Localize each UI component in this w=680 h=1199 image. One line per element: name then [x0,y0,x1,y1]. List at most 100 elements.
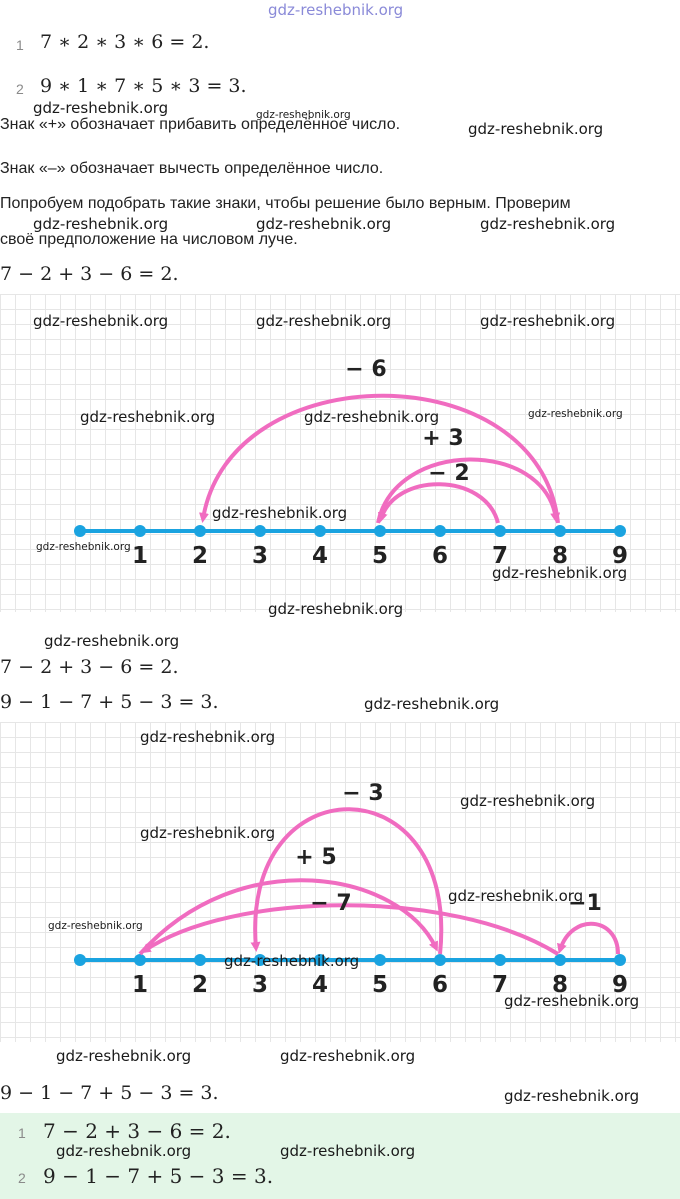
tick-label-2: 2 [192,972,208,998]
problem-1-expression: 7 ∗ 2 ∗ 3 ∗ 6 = 2. [40,31,210,53]
ray-dot-5 [374,954,386,966]
problem-2-number: 2 [16,81,24,97]
arc-label-minus-7: − 7 [310,891,351,916]
ray-dot-3 [254,525,266,537]
watermark: gdz-reshebnik.org [256,215,392,233]
hypothesis-text-line1: Попробуем подобрать такие знаки, чтобы р… [0,195,571,212]
arc-minus-7 [140,903,560,956]
watermark: gdz-reshebnik.org [33,99,169,117]
tick-label-3: 3 [252,543,268,569]
ray-dot-2 [194,525,206,537]
arc-plus-3 [376,457,561,524]
problem-2-expression: 9 ∗ 1 ∗ 7 ∗ 5 ∗ 3 = 3. [40,75,247,97]
arc-label-minus-6: − 6 [345,357,386,382]
watermark: gdz-reshebnik.org [280,1047,416,1065]
tick-label-7: 7 [492,543,508,569]
ray-dot-7 [494,954,506,966]
tick-label-4: 4 [312,543,328,569]
tick-label-6: 6 [432,972,448,998]
arc-label-minus-1: −1 [568,891,602,916]
arc-label-minus-2: − 2 [428,461,469,486]
equation-2-repeat: 9 − 1 − 7 + 5 − 3 = 3. [0,1082,219,1104]
ray-dot-8 [554,954,566,966]
ray-dot-8 [554,525,566,537]
watermark: gdz-reshebnik.org [528,408,623,420]
ray-dot-3 [254,954,266,966]
watermark: gdz-reshebnik.org [504,992,640,1010]
number-ray-2: − 3 + 5 − 7 −1 1 2 3 4 5 6 7 8 9 [74,781,628,998]
arc-plus-5 [138,878,438,956]
watermark: gdz-reshebnik.org [56,1047,192,1065]
ray-dot-6 [434,954,446,966]
watermark: gdz-reshebnik.org [212,504,348,522]
watermark: gdz-reshebnik.org [448,887,584,905]
hypothesis-text-line2: своё предположение на числовом луче. [0,231,298,248]
ray-dot-7 [494,525,506,537]
watermark: gdz-reshebnik.org [224,952,360,970]
tick-label-7: 7 [492,972,508,998]
watermark: gdz-reshebnik.org [304,408,440,426]
tick-label-9: 9 [612,972,628,998]
ray-dot-6 [434,525,446,537]
watermark: gdz-reshebnik.org [36,541,131,553]
ray-dot-4 [314,525,326,537]
ray-dot-1 [134,525,146,537]
number-ray-1-grid: − 6 + 3 − 2 1 2 3 4 5 6 7 8 9 [0,294,680,612]
number-ray-1: − 6 + 3 − 2 1 2 3 4 5 6 7 8 9 [74,357,628,569]
arc-minus-1 [557,921,620,955]
tick-label-9: 9 [612,543,628,569]
number-ray-2-grid: − 3 + 5 − 7 −1 1 2 3 4 5 6 7 8 9 [0,722,680,1042]
answer-2-number: 2 [18,1170,26,1186]
watermark: gdz-reshebnik.org [460,792,596,810]
arc-label-plus-3: + 3 [422,426,463,451]
top-watermark: gdz-reshebnik.org [268,1,404,19]
watermark: gdz-reshebnik.org [504,1087,640,1105]
minus-sign-explanation: Знак «–» обозначает вычесть определённое… [0,160,384,177]
watermark: gdz-reshebnik.org [256,109,351,121]
watermark: gdz-reshebnik.org [468,120,604,138]
problem-1-number: 1 [16,37,24,53]
watermark: gdz-reshebnik.org [44,632,180,650]
arc-label-minus-3: − 3 [342,781,383,806]
answer-1-number: 1 [18,1125,26,1141]
tick-label-8: 8 [552,543,568,569]
ray-dot-4 [314,954,326,966]
plus-sign-explanation: Знак «+» обозначает прибавить определённ… [0,116,401,133]
watermark: gdz-reshebnik.org [280,1142,416,1160]
ray-origin-dot [74,525,86,537]
watermark: gdz-reshebnik.org [140,824,276,842]
ray-dot-2 [194,954,206,966]
answer-1-expression: 7 − 2 + 3 − 6 = 2. [43,1119,231,1143]
ray-dot-9 [614,954,626,966]
arc-minus-3 [250,807,444,955]
tick-label-8: 8 [552,972,568,998]
arc-minus-2 [377,482,500,524]
arc-minus-6 [199,393,560,524]
tick-label-5: 5 [372,972,388,998]
tick-label-2: 2 [192,543,208,569]
tick-label-1: 1 [132,972,148,998]
tick-label-6: 6 [432,543,448,569]
watermark: gdz-reshebnik.org [268,600,404,618]
ray-dot-5 [374,525,386,537]
ray-origin-dot [74,954,86,966]
watermark: gdz-reshebnik.org [364,695,500,713]
answer-2-expression: 9 − 1 − 7 + 5 − 3 = 3. [43,1164,274,1188]
equation-2: 9 − 1 − 7 + 5 − 3 = 3. [0,691,219,713]
answer-block: 1 7 − 2 + 3 − 6 = 2. 2 9 − 1 − 7 + 5 − 3… [0,1113,680,1199]
equation-1-repeat: 7 − 2 + 3 − 6 = 2. [0,656,179,678]
tick-label-5: 5 [372,543,388,569]
tick-label-4: 4 [312,972,328,998]
ray-dot-9 [614,525,626,537]
watermark: gdz-reshebnik.org [480,312,616,330]
watermark: gdz-reshebnik.org [48,920,143,932]
watermark: gdz-reshebnik.org [80,408,216,426]
watermark: gdz-reshebnik.org [492,564,628,582]
tick-label-3: 3 [252,972,268,998]
tick-label-1: 1 [132,543,148,569]
watermark: gdz-reshebnik.org [33,312,169,330]
watermark: gdz-reshebnik.org [56,1142,192,1160]
watermark: gdz-reshebnik.org [33,215,169,233]
ray-dot-1 [134,954,146,966]
arc-label-plus-5: + 5 [295,845,336,870]
